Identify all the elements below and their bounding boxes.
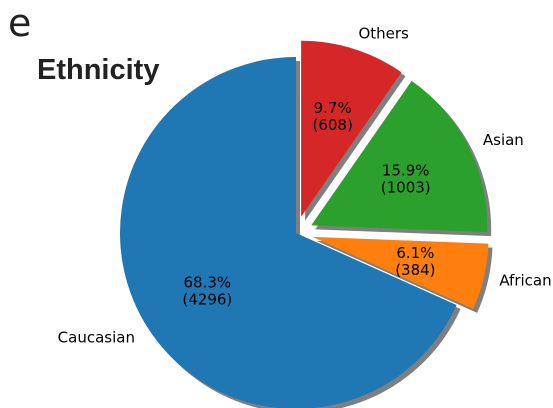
slice-asian (311, 80, 488, 233)
percent-label-others: 9.7% (314, 99, 352, 117)
count-label-caucasian: (4296) (182, 290, 232, 308)
category-label-african: African (499, 272, 551, 290)
panel-letter: e (8, 1, 32, 45)
slice-caucasian (120, 57, 457, 408)
category-label-asian: Asian (483, 131, 524, 149)
category-label-others: Others (358, 25, 409, 43)
percent-label-asian: 15.9% (382, 161, 430, 179)
slice-others (301, 40, 402, 217)
count-label-others: (608) (312, 116, 352, 134)
slice-african (312, 236, 489, 309)
percent-label-african: 6.1% (396, 244, 434, 262)
count-label-asian: (1003) (381, 178, 431, 196)
pie-slices (120, 40, 489, 408)
count-label-african: (384) (395, 261, 435, 279)
category-label-caucasian: Caucasian (58, 328, 135, 346)
percent-label-caucasian: 68.3% (184, 273, 232, 291)
pie-labels: Caucasian 68.3%(4296) African 6.1%(384) Asia… (58, 25, 552, 347)
chart-title: Ethnicity (37, 54, 160, 86)
